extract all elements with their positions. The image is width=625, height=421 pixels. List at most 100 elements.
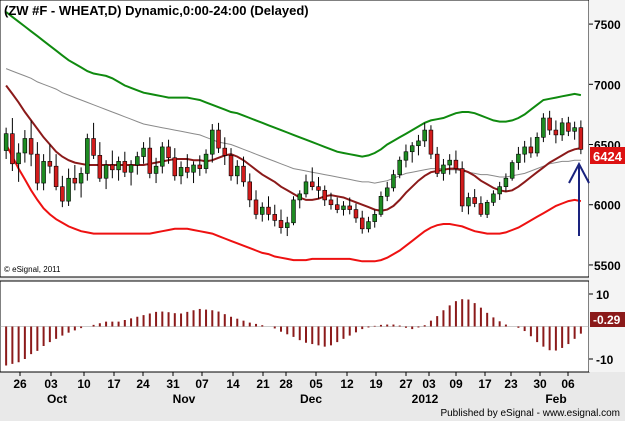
candle [235,160,240,185]
candle-body [372,214,377,222]
candle [28,120,34,167]
candle [316,177,321,199]
candle [484,199,490,218]
candle-body [353,209,359,219]
date-label: 19 [369,377,383,391]
candle-body [553,129,559,136]
candle-body [303,181,309,195]
candle [347,197,352,215]
chart-title: (ZW #F - WHEAT,D) Dynamic,0:00-24:00 (De… [4,3,309,18]
date-label: 28 [279,377,293,391]
price-layer [3,11,584,263]
date-label: 21 [256,377,270,391]
candle-body [328,199,334,206]
candle-body [166,146,171,159]
candle-body [297,193,302,201]
date-label: 06 [561,377,575,391]
candle-body [347,205,352,210]
candle-body [503,177,509,187]
candle-body [459,168,465,207]
candle [47,144,53,174]
price-axis-label: 7000 [594,78,621,92]
candle [53,154,59,191]
candle [66,168,71,206]
candle-body [222,147,228,156]
candle-body [572,127,577,132]
candle-body [216,129,221,149]
candle-body [103,164,109,179]
candle [341,201,346,216]
candle [491,190,496,206]
candle-body [478,203,484,215]
candle-body [141,147,146,157]
candle-body [516,153,521,163]
candle [260,202,265,222]
candle-body [366,221,371,230]
candle-body [528,146,534,154]
candle-body [272,214,277,221]
candle-body [359,217,365,230]
candle [534,132,540,157]
candle [497,181,502,200]
oscillator-axis-label: 10 [596,288,610,302]
candle [60,175,65,208]
candle [285,216,290,237]
candle [572,121,577,140]
date-label: 23 [504,377,518,391]
candle-body [235,165,240,177]
candle [135,151,140,175]
date-label: 30 [533,377,547,391]
candle-body [441,164,446,174]
price-axis [589,0,625,372]
date-label: 24 [136,377,150,391]
date-label: 10 [77,377,91,391]
candle [203,149,209,174]
candle [391,169,396,192]
date-label: 09 [449,377,463,391]
date-label: 31 [166,377,180,391]
candle-body [472,197,477,204]
candle [478,196,484,217]
candle [384,181,390,202]
candle [403,144,409,168]
candle [303,174,309,198]
candle-body [97,155,103,179]
candle [310,167,315,191]
candle-body [203,153,209,169]
candle [334,197,340,214]
candle-body [3,133,9,151]
price-axis-label: 6000 [594,199,621,213]
candle [272,204,277,227]
price-axis-label: 7500 [594,18,621,32]
month-label: 2012 [412,392,439,406]
candle [559,118,565,141]
candle-body [391,174,396,189]
last-price-tag [590,147,625,164]
candle-body [509,162,515,179]
candle-body [522,146,527,155]
candle [422,122,427,147]
candle-body [253,199,259,215]
candle-body [566,122,571,132]
candle-body [428,129,434,155]
candle [10,118,15,172]
candle [297,190,302,209]
candle [366,216,371,233]
candle-body [322,189,327,201]
date-label: 27 [399,377,413,391]
oscillator-value-label: -0.29 [593,313,621,327]
candle-body [28,138,34,155]
candle [322,185,327,206]
candle [197,155,203,176]
candle [547,110,552,135]
candle [522,140,527,163]
candle-body [41,161,46,184]
candle [516,146,521,170]
candle-body [60,186,65,202]
candle [447,154,452,175]
candle [466,192,471,215]
date-label: 26 [13,377,27,391]
candle [291,196,296,226]
candle [16,143,21,182]
